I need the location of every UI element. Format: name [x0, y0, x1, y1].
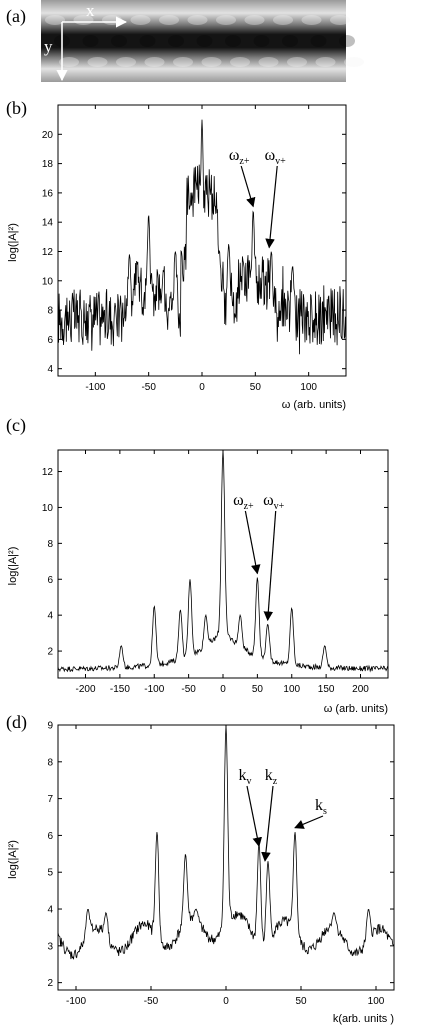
x-tick-label: 150 — [318, 684, 335, 695]
peak-annotation: kz — [265, 767, 278, 787]
spectrum-line — [57, 449, 389, 673]
x-tick-label: 100 — [368, 996, 385, 1007]
band-image: x y — [41, 0, 364, 82]
y-tick-label: 10 — [42, 503, 54, 514]
x-tick-label: 50 — [252, 684, 264, 695]
x-tick-label: 0 — [223, 996, 229, 1007]
y-axis-label: log(|A|²) — [7, 840, 19, 879]
annotation-arrow — [265, 165, 278, 249]
annotation-arrow — [294, 815, 324, 829]
spectrum-panel-d: -100 -50 0 50 100 2 3 4 5 6 7 8 9 k(arb. units ) log(|… — [7, 721, 395, 1025]
y-tick-label: 7 — [47, 794, 53, 805]
spectrum-line — [57, 724, 395, 960]
y-tick-label: 12 — [42, 247, 54, 258]
annotation-arrow — [244, 510, 261, 575]
y-tick-label: 10 — [42, 276, 54, 287]
y-tick-label: 12 — [42, 467, 54, 478]
y-tick-label: 16 — [42, 188, 54, 199]
x-axis-label: ω (arb. units) — [324, 703, 388, 715]
x-tick-label: 50 — [295, 996, 307, 1007]
y-tick-label: 9 — [47, 721, 53, 732]
peak-annotation: ωv+ — [263, 492, 285, 512]
y-tick-label: 3 — [47, 941, 53, 952]
plot-frame — [57, 449, 389, 679]
y-tick-label: 4 — [47, 364, 53, 375]
plot-frame — [57, 104, 347, 377]
y-tick-label: 6 — [47, 575, 53, 586]
annotation-arrow — [246, 785, 263, 848]
y-tick-label: 8 — [47, 757, 53, 768]
y-tick-label: 20 — [42, 130, 54, 141]
annotation-arrow — [261, 785, 274, 862]
panel-label-b: (b) — [6, 98, 27, 119]
x-tick-label: 50 — [250, 382, 262, 393]
x-tick-label: -100 — [144, 684, 164, 695]
y-tick-label: 6 — [47, 335, 53, 346]
x-tick-label: -200 — [75, 684, 95, 695]
y-tick-label: 14 — [42, 218, 54, 229]
x-tick-label: -100 — [66, 996, 86, 1007]
panel-label-a: (a) — [6, 6, 26, 27]
y-tick-label: 18 — [42, 159, 54, 170]
x-axis-label: k(arb. units ) — [333, 1013, 394, 1025]
x-tick-label: 0 — [220, 684, 226, 695]
annotation-arrow — [263, 510, 277, 622]
image-x-label: x — [86, 1, 95, 20]
y-tick-label: 2 — [47, 647, 53, 658]
y-tick-label: 6 — [47, 831, 53, 842]
y-tick-label: 4 — [47, 611, 53, 622]
y-tick-label: 8 — [47, 539, 53, 550]
peak-annotation: ωz+ — [229, 147, 250, 167]
peak-annotation: ωz+ — [233, 492, 254, 512]
y-tick-label: 5 — [47, 868, 53, 879]
plot-frame — [57, 724, 395, 991]
x-tick-label: -50 — [181, 684, 196, 695]
x-tick-label: -100 — [85, 382, 105, 393]
y-axis-label: log(|A|²) — [7, 547, 19, 586]
peak-annotation: ωv+ — [265, 147, 287, 167]
y-axis-label: log(|A|²) — [7, 223, 19, 262]
x-axis-label: ω (arb. units) — [282, 399, 346, 411]
x-tick-label: 100 — [283, 684, 300, 695]
x-tick-label: -50 — [141, 382, 156, 393]
x-tick-label: -50 — [144, 996, 159, 1007]
y-tick-label: 8 — [47, 306, 53, 317]
spectrum-line — [57, 119, 347, 355]
x-tick-label: 0 — [199, 382, 205, 393]
spectrum-panel-c: -200 -150 -100 -50 0 50 100 150 200 2 4 6 8 10 12 ω (ar… — [7, 449, 389, 715]
x-tick-label: -150 — [110, 684, 130, 695]
y-tick-label: 4 — [47, 905, 53, 916]
peak-annotation: ks — [315, 797, 327, 817]
panel-label-c: (c) — [6, 415, 26, 436]
x-tick-label: 100 — [300, 382, 317, 393]
spectrum-panel-b: -100 -50 0 50 100 4 6 8 10 12 14 16 18 20 ω (arb. unit… — [7, 104, 347, 411]
panel-label-d: (d) — [6, 712, 27, 733]
x-tick-label: 200 — [352, 684, 369, 695]
annotation-arrow — [240, 165, 256, 208]
y-tick-label: 2 — [47, 978, 53, 989]
peak-annotation: kv — [239, 767, 252, 787]
image-y-label: y — [44, 37, 53, 56]
